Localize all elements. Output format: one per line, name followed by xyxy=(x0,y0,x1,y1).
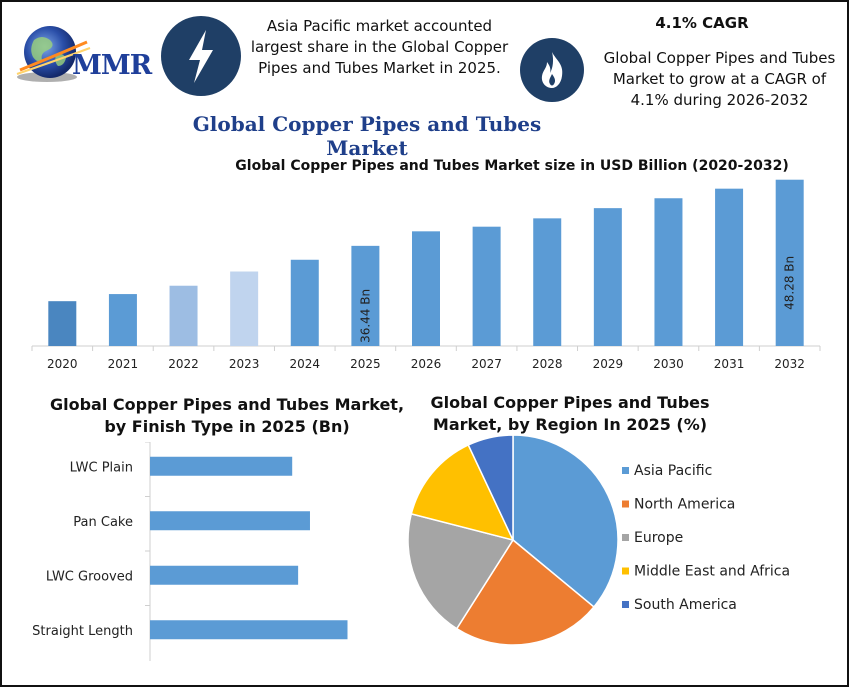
data-label-2025: 36.44 Bn xyxy=(358,289,372,343)
logo-text: MMR xyxy=(72,50,152,81)
legend-swatch-europe xyxy=(622,534,629,541)
region-title-line-1: Global Copper Pipes and Tubes xyxy=(430,393,710,412)
info-left: Asia Pacific market accounted largest sh… xyxy=(242,16,517,79)
info-left-line-3: Pipes and Tubes Market in 2025. xyxy=(258,59,501,77)
region-title-line-2: Market, by Region In 2025 (%) xyxy=(432,415,708,434)
info-left-line-1: Asia Pacific market accounted xyxy=(266,17,493,35)
x-tick-2030: 2030 xyxy=(653,357,684,371)
x-tick-2028: 2028 xyxy=(532,357,563,371)
x-tick-2026: 2026 xyxy=(411,357,442,371)
legend-swatch-south-america xyxy=(622,601,629,608)
y-tick-pan-cake: Pan Cake xyxy=(73,515,133,530)
info-right-line-2: Market to grow at a CAGR of xyxy=(612,70,827,88)
legend-swatch-middle-east-and-africa xyxy=(622,567,629,575)
finish-type-title-line-2: by Finish Type in 2025 (Bn) xyxy=(104,417,350,436)
finish-type-chart-title: Global Copper Pipes and Tubes Market, by… xyxy=(42,394,412,438)
y-tick-lwc-grooved: LWC Grooved xyxy=(46,569,133,584)
x-tick-2021: 2021 xyxy=(108,357,139,371)
pie-slice-north-america xyxy=(455,538,595,646)
info-left-line-2: largest share in the Global Copper xyxy=(250,38,509,56)
legend-label-north-america: North America xyxy=(634,497,735,513)
x-tick-2029: 2029 xyxy=(593,357,624,371)
bar-2024 xyxy=(290,259,319,346)
bar-2028 xyxy=(533,218,562,346)
lightning-icon xyxy=(161,16,241,96)
bar-2030 xyxy=(654,198,683,346)
x-tick-2020: 2020 xyxy=(47,357,78,371)
legend-label-europe: Europe xyxy=(634,530,683,546)
x-tick-2032: 2032 xyxy=(774,357,805,371)
bar-2023 xyxy=(230,271,259,346)
bar-2026 xyxy=(412,231,440,346)
info-right-line-3: 4.1% during 2026-2032 xyxy=(630,91,809,109)
pie-slice-europe xyxy=(407,512,515,630)
market-size-bar-chart: 2020 2021 2022 2023 2024 2025 36.44 Bn 2026 2027… xyxy=(31,179,821,371)
logo: MMR xyxy=(12,22,162,92)
globe-icon xyxy=(16,26,91,82)
flame-icon xyxy=(520,38,584,102)
region-pie-chart: Asia Pacific North America Europe Middle Ea… xyxy=(407,434,790,646)
bar-2029 xyxy=(593,208,622,346)
y-tick-straight-length: Straight Length xyxy=(32,624,133,639)
page-title: Global Copper Pipes and Tubes Market xyxy=(192,112,542,160)
legend-swatch-north-america xyxy=(622,500,629,508)
x-tick-2025: 2025 xyxy=(350,357,381,371)
x-tick-2027: 2027 xyxy=(471,357,502,371)
bar-chart-title: Global Copper Pipes and Tubes Market siz… xyxy=(235,158,789,174)
bar-2032 xyxy=(775,179,804,346)
info-right-line-1: Global Copper Pipes and Tubes xyxy=(603,49,836,67)
x-tick-2024: 2024 xyxy=(289,357,320,371)
legend-swatch-asia-pacific xyxy=(622,467,629,474)
info-right: Global Copper Pipes and Tubes Market to … xyxy=(592,48,847,111)
region-chart-title: Global Copper Pipes and Tubes Market, by… xyxy=(420,392,720,436)
bar-2022 xyxy=(169,285,198,346)
bar-2031 xyxy=(715,188,744,346)
bar-2020 xyxy=(48,301,77,346)
pie-slice-asia-pacific xyxy=(512,434,619,608)
hbar-lwc-grooved xyxy=(150,565,299,585)
finish-type-bar-chart: LWC Plain Pan Cake LWC Grooved Straight Len… xyxy=(32,442,348,661)
bar-2027 xyxy=(472,226,501,346)
x-tick-2022: 2022 xyxy=(168,357,199,371)
hbar-pan-cake xyxy=(150,511,310,531)
bar-2025 xyxy=(351,245,380,346)
cagr-title: 4.1% CAGR xyxy=(655,14,749,32)
bar-2021 xyxy=(108,294,137,346)
x-tick-2031: 2031 xyxy=(714,357,745,371)
legend-label-middle-east-and-africa: Middle East and Africa xyxy=(634,564,790,580)
pie-slice-middle-east-and-africa xyxy=(410,443,515,542)
hbar-straight-length xyxy=(150,620,348,640)
legend-label-asia-pacific: Asia Pacific xyxy=(634,463,712,479)
finish-type-title-line-1: Global Copper Pipes and Tubes Market, xyxy=(49,395,405,414)
x-tick-2023: 2023 xyxy=(229,357,260,371)
hbar-lwc-plain xyxy=(150,456,293,476)
y-tick-lwc-plain: LWC Plain xyxy=(70,460,133,475)
data-label-2032: 48.28 Bn xyxy=(783,256,797,310)
pie-slice-south-america xyxy=(467,434,514,541)
legend-label-south-america: South America xyxy=(634,597,737,613)
